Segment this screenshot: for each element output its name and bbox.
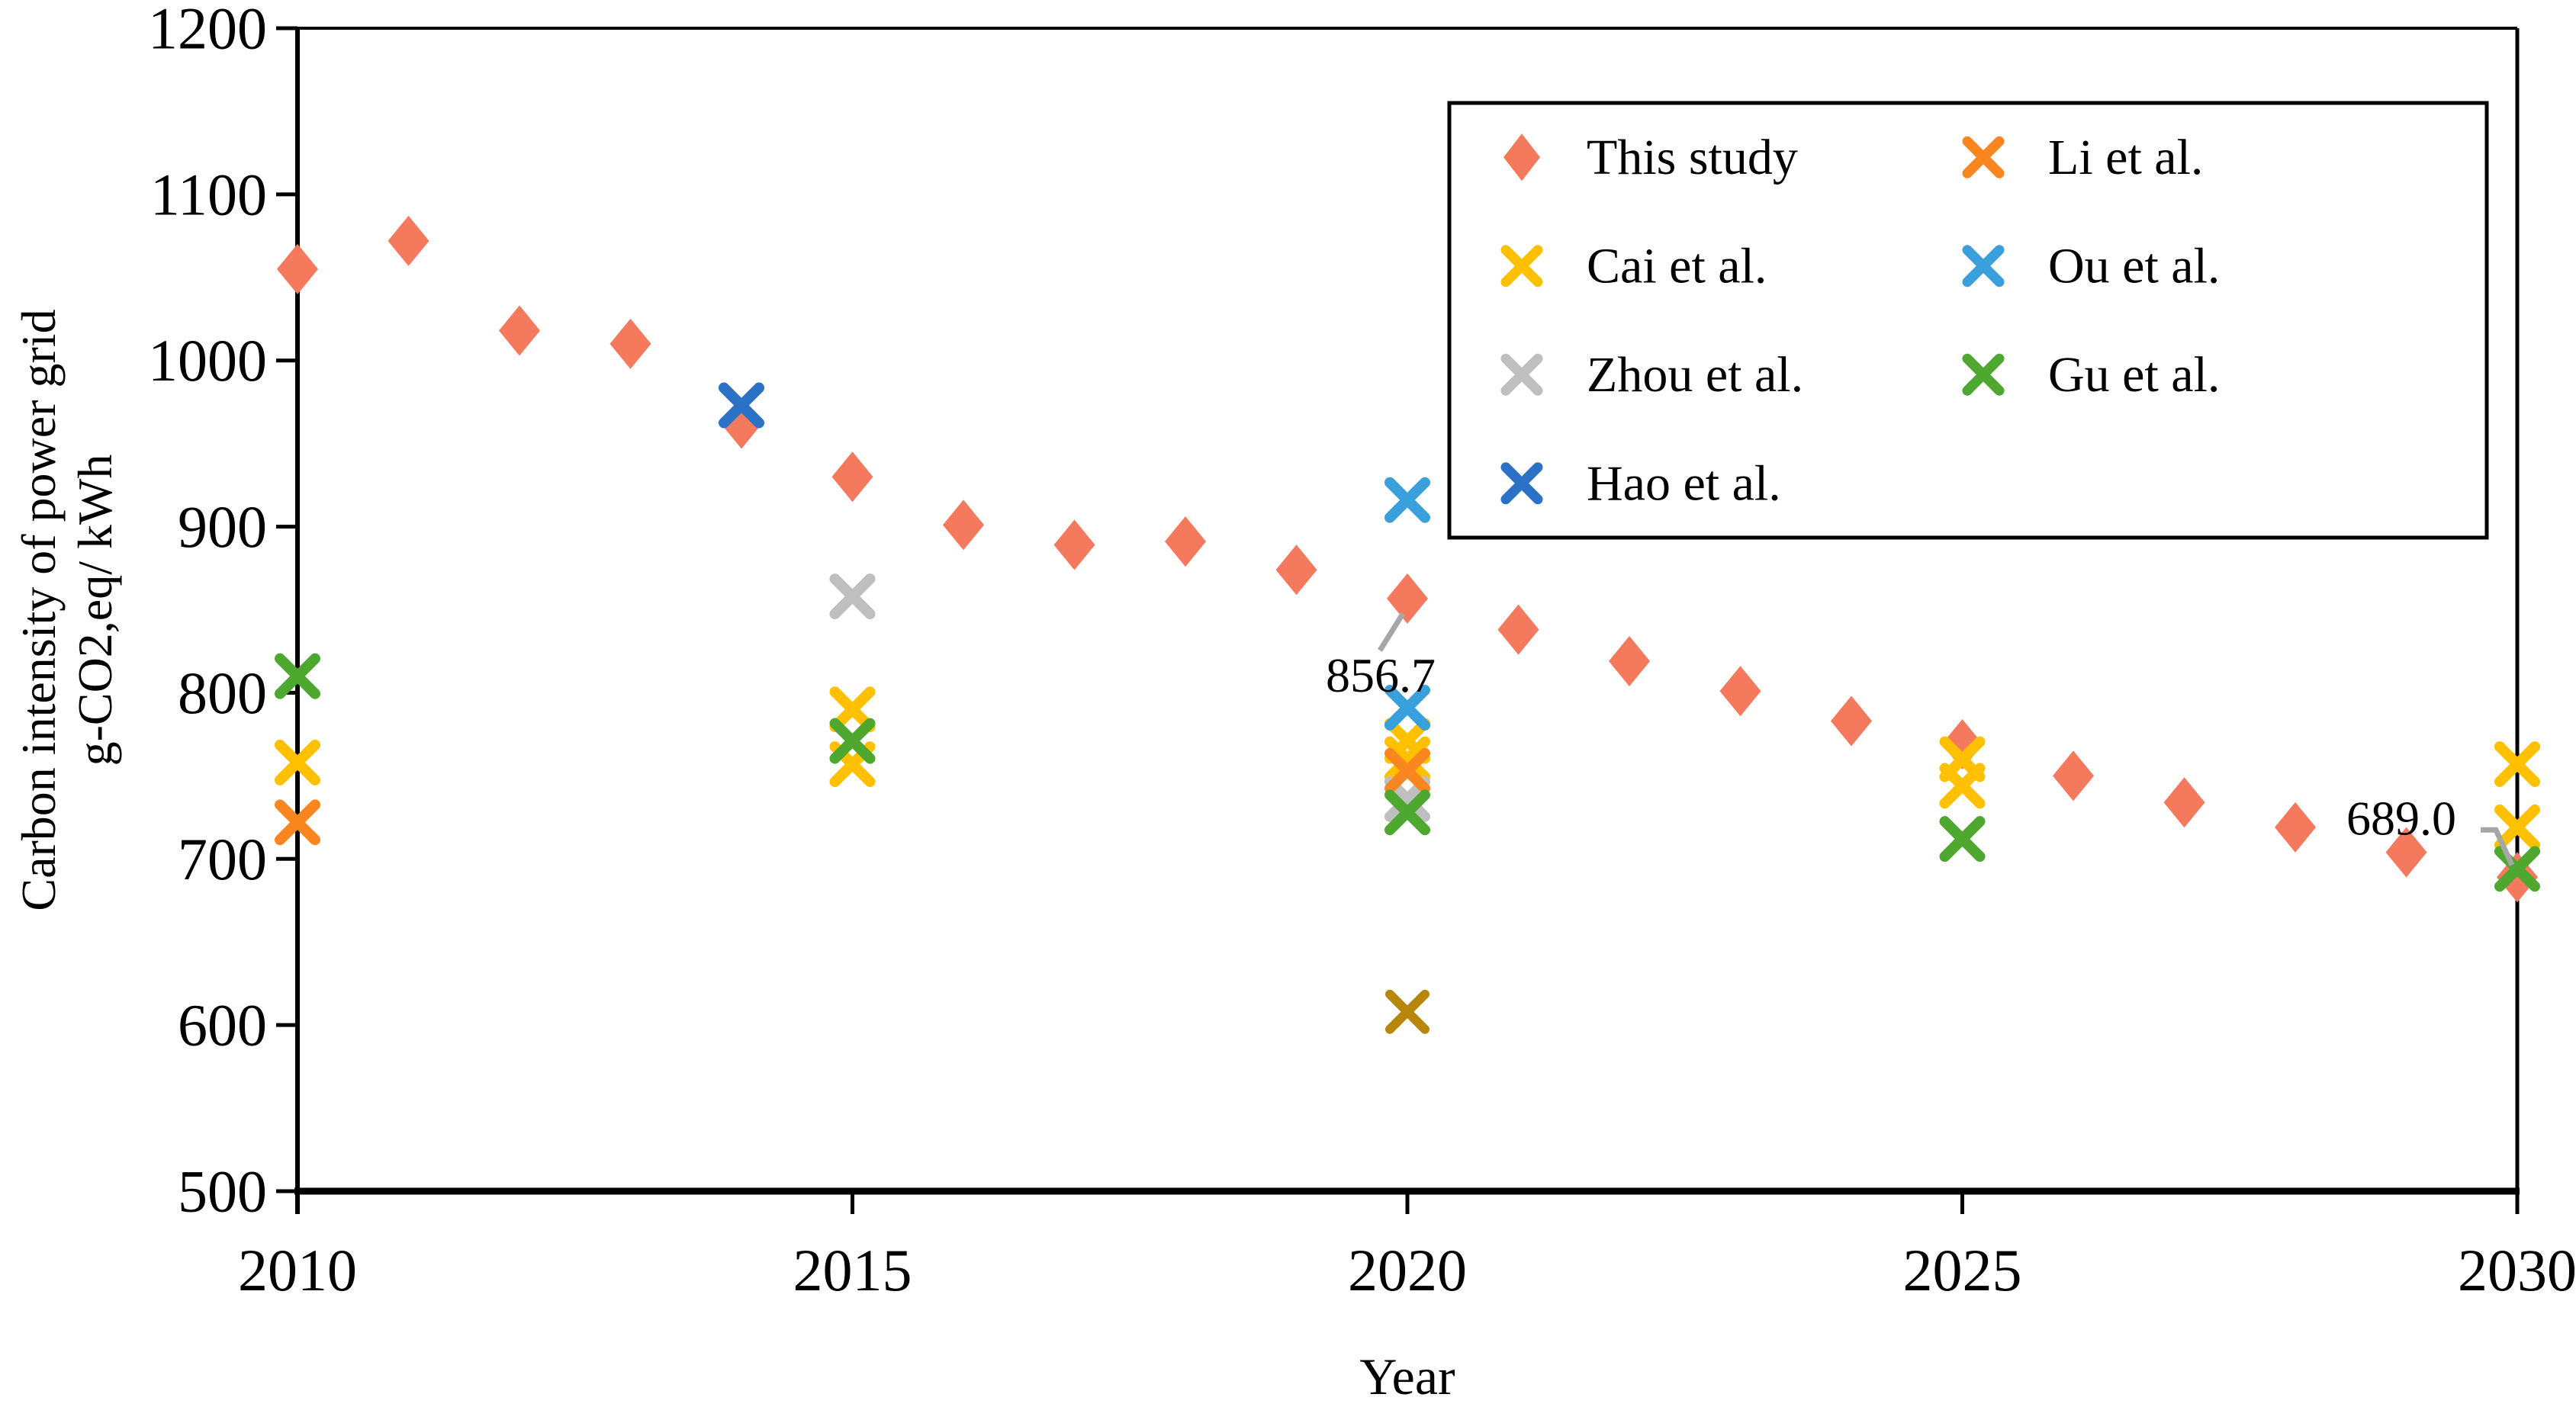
series-gu-et-al: [275, 653, 2540, 892]
data-point-x: [1962, 136, 2005, 178]
legend-item-hao-et-al: Hao et al.: [1500, 455, 1781, 511]
data-point-x: [1962, 245, 2005, 287]
legend-item-li-et-al: Li et al.: [1962, 130, 2203, 185]
data-point-diamond: [2385, 827, 2427, 878]
y-tick-label: 1200: [148, 0, 267, 62]
data-point-diamond: [2163, 777, 2205, 828]
data-point-diamond: [2053, 750, 2094, 801]
y-tick-label: 800: [178, 660, 267, 726]
data-point-x: [1500, 353, 1543, 396]
data-point-x: [1962, 353, 2005, 396]
legend-item-label: Gu et al.: [2048, 347, 2220, 403]
annotation-leader-line: [1378, 612, 1405, 652]
data-point-diamond: [1053, 519, 1095, 570]
data-point-diamond: [609, 318, 651, 369]
legend-item-label: This study: [1587, 130, 1798, 185]
data-point-x: [1384, 747, 1430, 794]
legend-item-gu-et-al: Gu et al.: [1962, 347, 2220, 403]
annotation-leader-line: [2481, 827, 2515, 866]
data-point-diamond: [1165, 516, 1206, 567]
data-point-x: [2494, 846, 2540, 892]
y-tick-label: 700: [178, 826, 267, 892]
y-axis-title-line2: g-CO2,eq/ kWh: [68, 455, 122, 766]
data-point-diamond: [943, 499, 984, 551]
data-point-x: [275, 739, 320, 785]
annotations-layer: 856.7 689.0: [1326, 612, 2515, 866]
annotation-value-label: 856.7: [1326, 648, 1436, 702]
legend-item-label: Zhou et al.: [1587, 347, 1803, 403]
legend-item-label: Ou et al.: [2048, 238, 2220, 294]
x-tick-label: 2015: [793, 1237, 912, 1303]
data-point-diamond: [1275, 544, 1317, 596]
data-point-diamond: [1941, 718, 1983, 769]
series-ou-et-al: [1384, 477, 1430, 731]
data-point-x: [275, 799, 320, 846]
legend: This study Cai et al. Zhou et al. Hao et al…: [1447, 101, 2489, 540]
data-point-x: [275, 653, 320, 699]
x-axis-title: Year: [1359, 1348, 1455, 1405]
y-tick-label: 500: [178, 1158, 267, 1225]
data-point-x: [2494, 804, 2540, 850]
y-tick-label: 600: [178, 992, 267, 1058]
data-point-diamond: [1609, 636, 1650, 687]
data-point-diamond: [1387, 573, 1428, 624]
data-point-diamond: [2275, 801, 2316, 853]
legend-item-cai-et-al: Cai et al.: [1500, 238, 1767, 294]
y-axis-title-line1: Carbon intensity of power grid: [11, 309, 66, 911]
data-point-diamond: [1719, 666, 1761, 717]
y-tick-label: 1100: [150, 161, 267, 227]
legend-item-label: Hao et al.: [1587, 455, 1781, 511]
data-point-diamond: [831, 451, 873, 503]
data-point-x: [1500, 462, 1543, 505]
data-point-x: [1939, 816, 1986, 862]
x-tick-label: 2020: [1348, 1237, 1467, 1303]
y-tick-label: 900: [178, 493, 267, 560]
x-tick-label: 2010: [238, 1237, 357, 1303]
data-point-diamond: [499, 305, 540, 356]
data-point-x: [829, 718, 876, 764]
data-point-diamond: [1503, 133, 1540, 181]
series-this-study: [277, 215, 2538, 903]
legend-item-ou-et-al: Ou et al.: [1962, 238, 2220, 294]
data-point-diamond: [388, 215, 429, 266]
data-point-x: [1384, 685, 1430, 731]
data-point-x: [1939, 763, 1986, 809]
annotation-value-label: 689.0: [2346, 791, 2456, 845]
legend-item-label: Li et al.: [2048, 130, 2203, 185]
data-point-x: [1384, 736, 1430, 782]
data-point-x: [1384, 789, 1430, 836]
series-hao-et-al: [719, 382, 764, 429]
data-point-x: [829, 573, 876, 620]
data-point-x: [719, 382, 764, 429]
legend-item-this-study: This study: [1503, 130, 1798, 185]
x-tick-label: 2030: [2458, 1237, 2576, 1303]
data-point-x: [1385, 989, 1430, 1034]
legend-item-label: Cai et al.: [1587, 238, 1767, 294]
data-points-layer: [275, 215, 2540, 1034]
data-point-x: [1384, 477, 1430, 523]
legend-item-zhou-et-al: Zhou et al.: [1500, 347, 1803, 403]
data-point-x: [2494, 741, 2540, 788]
series-li-et-al: [275, 747, 1430, 846]
data-point-diamond: [1831, 695, 1872, 747]
data-point-x: [829, 686, 876, 733]
axes-layer: 500 600 700 800 900 1000 1100 1200 2010 2015 2020 2…: [148, 0, 2576, 1303]
data-point-diamond: [1497, 604, 1539, 655]
data-point-x: [1500, 245, 1543, 287]
x-tick-label: 2025: [1903, 1237, 2022, 1303]
y-tick-label: 1000: [148, 327, 267, 393]
data-point-diamond: [277, 243, 318, 294]
legend-box: [1447, 101, 2489, 540]
